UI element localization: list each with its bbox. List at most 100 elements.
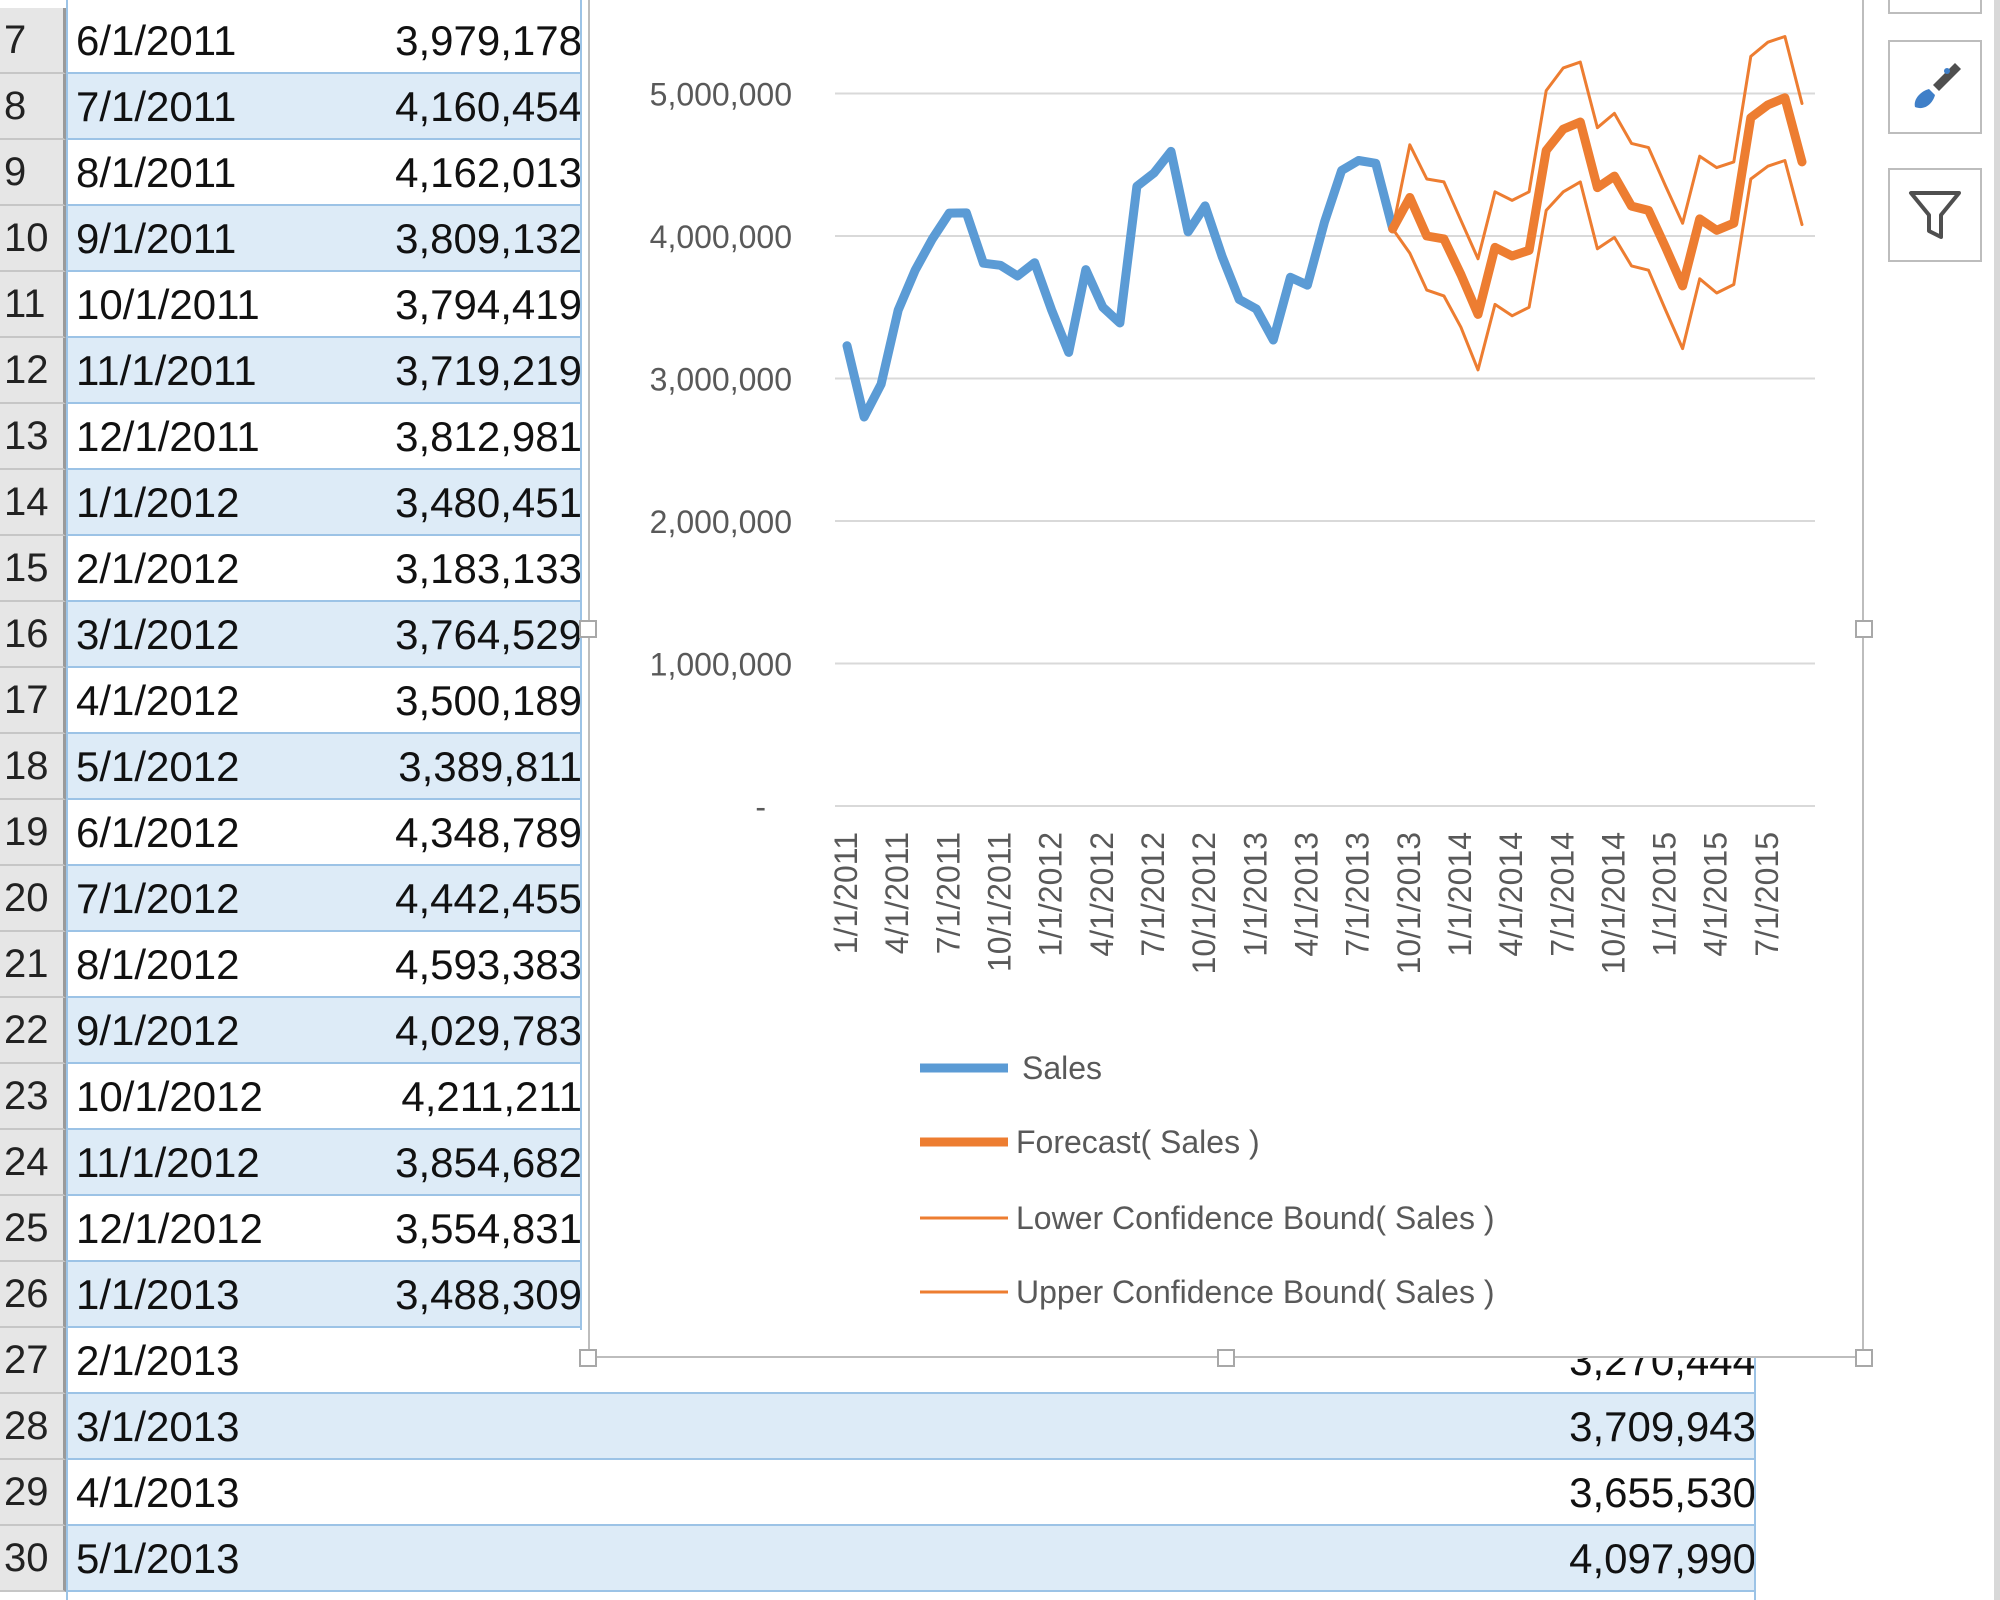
table-row[interactable]: 4/1/2012 3,500,189	[66, 668, 582, 734]
table-row[interactable]: 7/1/2012 4,442,455	[66, 866, 582, 932]
table-row[interactable]: 1/1/2012 3,480,451	[66, 470, 582, 536]
cell-sales[interactable]: 3,500,189	[395, 677, 582, 724]
cell-date[interactable]: 2/1/2013	[76, 1337, 240, 1384]
cell-date[interactable]: 6/1/2011	[76, 17, 237, 64]
row-header[interactable]: 8	[0, 74, 66, 140]
cell-sales[interactable]: 3,709,943	[1569, 1403, 1756, 1450]
cell-sales[interactable]: 3,655,530	[1569, 1469, 1756, 1516]
table-row[interactable]: 8/1/2011 4,162,013	[66, 140, 582, 206]
row-header[interactable]: 11	[0, 272, 66, 338]
row-header[interactable]: 17	[0, 668, 66, 734]
cell-date[interactable]: 2/1/2012	[76, 545, 240, 592]
cell-sales[interactable]: 3,854,682	[395, 1139, 582, 1186]
cell-date[interactable]: 10/1/2012	[76, 1073, 263, 1120]
cell-sales[interactable]: 4,097,990	[1569, 1535, 1756, 1582]
cell-sales[interactable]: 3,719,219	[395, 347, 582, 394]
cell-date[interactable]: 9/1/2012	[76, 1007, 240, 1054]
chart-resize-handle-bottom-right[interactable]	[1855, 1349, 1873, 1367]
row-header[interactable]: 12	[0, 338, 66, 404]
cell-sales[interactable]: 3,480,451	[395, 479, 582, 526]
row-header[interactable]: 23	[0, 1064, 66, 1130]
cell-sales[interactable]: 3,389,811	[398, 743, 582, 790]
table-row[interactable]: 1/1/2013 3,488,309	[66, 1262, 582, 1328]
table-row[interactable]: 6/1/2011 3,979,178	[66, 8, 582, 74]
row-header[interactable]: 20	[0, 866, 66, 932]
cell-date[interactable]: 3/1/2012	[76, 611, 240, 658]
cell-sales[interactable]: 4,593,383	[395, 941, 582, 988]
cell-date[interactable]: 10/1/2011	[76, 281, 260, 328]
cell-sales[interactable]: 3,979,178	[395, 17, 582, 64]
chart-resize-handle-left[interactable]	[579, 620, 597, 638]
table-row[interactable]: 9/1/2011 3,809,132	[66, 206, 582, 272]
table-row[interactable]: 10/1/2012 4,211,211	[66, 1064, 582, 1130]
cell-date[interactable]: 1/1/2012	[76, 479, 240, 526]
row-header[interactable]: 30	[0, 1526, 66, 1592]
row-header[interactable]: 28	[0, 1394, 66, 1460]
table-row[interactable]: 10/1/2011 3,794,419	[66, 272, 582, 338]
cell-sales[interactable]: 4,348,789	[395, 809, 582, 856]
cell-sales[interactable]: 3,554,831	[395, 1205, 582, 1252]
row-header[interactable]: 19	[0, 800, 66, 866]
cell-date[interactable]: 7/1/2012	[76, 875, 240, 922]
table-row[interactable]: 9/1/2012 4,029,783	[66, 998, 582, 1064]
cell-sales[interactable]: 3,764,529	[395, 611, 582, 658]
row-header[interactable]: 16	[0, 602, 66, 668]
row-header[interactable]: 25	[0, 1196, 66, 1262]
cell-sales[interactable]: 4,442,455	[395, 875, 582, 922]
cell-sales[interactable]: 4,162,013	[395, 149, 582, 196]
row-header[interactable]: 10	[0, 206, 66, 272]
row-header[interactable]: 9	[0, 140, 66, 206]
cell-date[interactable]: 4/1/2013	[76, 1469, 240, 1516]
cell-date[interactable]: 12/1/2012	[76, 1205, 263, 1252]
chart-filter-button[interactable]	[1888, 168, 1982, 262]
table-row[interactable]: 8/1/2012 4,593,383	[66, 932, 582, 998]
table-row[interactable]: 6/1/2012 4,348,789	[66, 800, 582, 866]
row-header[interactable]: 18	[0, 734, 66, 800]
cell-date[interactable]: 3/1/2013	[76, 1403, 240, 1450]
cell-date[interactable]: 11/1/2011	[76, 347, 257, 394]
cell-date[interactable]: 11/1/2012	[76, 1139, 260, 1186]
cell-sales[interactable]: 3,183,133	[395, 545, 582, 592]
cell-sales[interactable]: 4,029,783	[395, 1007, 582, 1054]
cell-date[interactable]: 6/1/2012	[76, 809, 240, 856]
table-row[interactable]: 12/1/2011 3,812,981	[66, 404, 582, 470]
cell-sales[interactable]: 3,812,981	[395, 413, 582, 460]
cell-date[interactable]: 5/1/2013	[76, 1535, 240, 1582]
cell-sales[interactable]: 3,809,132	[395, 215, 582, 262]
row-header[interactable]: 24	[0, 1130, 66, 1196]
table-row[interactable]: 3/1/2013 3,709,943	[66, 1394, 1756, 1460]
cell-sales[interactable]: 4,160,454	[395, 83, 582, 130]
table-row[interactable]: 2/1/2012 3,183,133	[66, 536, 582, 602]
table-row[interactable]: 12/1/2012 3,554,831	[66, 1196, 582, 1262]
cell-date[interactable]: 9/1/2011	[76, 215, 237, 262]
cell-date[interactable]: 7/1/2011	[76, 83, 237, 130]
cell-date[interactable]: 4/1/2012	[76, 677, 240, 724]
table-row[interactable]: 5/1/2013 4,097,990	[66, 1526, 1756, 1592]
row-header[interactable]: 29	[0, 1460, 66, 1526]
chart-resize-handle-right[interactable]	[1855, 620, 1873, 638]
forecast-chart[interactable]: - 1,000,000 2,000,000 3,000,000 4,000,000 5,0…	[588, 0, 1864, 1358]
cell-sales[interactable]: 3,794,419	[395, 281, 582, 328]
chart-elements-button[interactable]	[1888, 0, 1982, 14]
row-header[interactable]: 15	[0, 536, 66, 602]
cell-sales[interactable]: 3,488,309	[395, 1271, 582, 1318]
row-header[interactable]: 7	[0, 8, 66, 74]
table-row[interactable]: 7/1/2011 4,160,454	[66, 74, 582, 140]
row-header[interactable]: 26	[0, 1262, 66, 1328]
table-row[interactable]: 4/1/2013 3,655,530	[66, 1460, 1756, 1526]
chart-styles-button[interactable]	[1888, 40, 1982, 134]
chart-resize-handle-bottom-left[interactable]	[579, 1349, 597, 1367]
row-header[interactable]: 27	[0, 1328, 66, 1394]
table-row[interactable]: 11/1/2011 3,719,219	[66, 338, 582, 404]
row-header[interactable]: 13	[0, 404, 66, 470]
cell-date[interactable]: 5/1/2012	[76, 743, 240, 790]
table-row[interactable]: 5/1/2012 3,389,811	[66, 734, 582, 800]
table-row[interactable]: 11/1/2012 3,854,682	[66, 1130, 582, 1196]
row-header[interactable]: 21	[0, 932, 66, 998]
cell-date[interactable]: 12/1/2011	[76, 413, 260, 460]
cell-sales[interactable]: 4,211,211	[401, 1073, 582, 1120]
row-header[interactable]: 22	[0, 998, 66, 1064]
cell-date[interactable]: 8/1/2011	[76, 149, 237, 196]
cell-date[interactable]: 1/1/2013	[76, 1271, 240, 1318]
